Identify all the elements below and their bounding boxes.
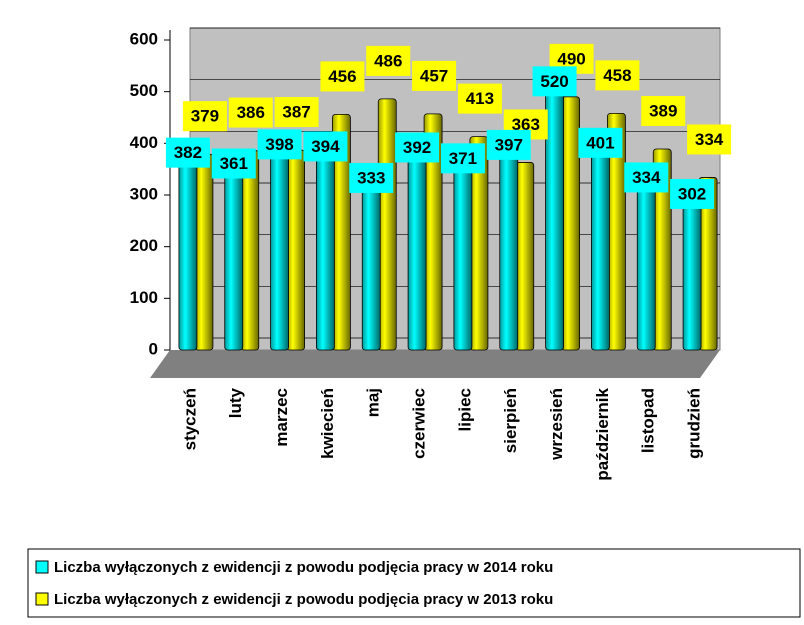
value-label-box	[595, 60, 640, 91]
value-label: 361	[220, 154, 248, 173]
x-tick-label: luty	[226, 387, 245, 418]
value-label: 457	[420, 66, 448, 85]
value-label: 394	[311, 137, 340, 156]
value-label: 486	[374, 51, 402, 70]
x-tick-label: wrzesień	[547, 388, 566, 461]
x-tick-label: październik	[593, 387, 612, 480]
bar	[545, 80, 564, 351]
value-label: 363	[512, 115, 540, 134]
x-tick-label: sierpień	[501, 388, 520, 453]
bar	[240, 150, 260, 351]
value-label-box	[532, 66, 577, 97]
x-tick-label: czerwiec	[410, 388, 429, 459]
bar	[499, 144, 519, 351]
bar	[224, 163, 244, 351]
value-label: 371	[449, 149, 477, 168]
value-label-box	[320, 61, 365, 92]
value-label-box	[457, 83, 502, 114]
value-label-box	[395, 132, 440, 163]
bar	[270, 143, 289, 351]
legend-label: Liczba wyłączonych z ewidencji z powodu …	[54, 591, 553, 608]
value-label-box	[687, 124, 732, 155]
legend-label: Liczba wyłączonych z ewidencji z powodu …	[54, 559, 553, 576]
value-label: 382	[174, 143, 202, 162]
y-tick-label: 600	[130, 29, 158, 48]
x-tick-label: styczeń	[180, 388, 199, 450]
value-label: 401	[586, 133, 614, 152]
value-label-box	[274, 97, 319, 128]
value-label-box	[412, 60, 457, 91]
bar	[194, 153, 214, 351]
value-label: 334	[632, 168, 661, 187]
x-tick-label: listopad	[639, 388, 658, 453]
bar	[561, 96, 580, 351]
x-tick-label: maj	[364, 388, 383, 417]
value-label-box	[624, 162, 669, 193]
value-label: 397	[495, 135, 523, 154]
value-label: 520	[540, 72, 568, 91]
value-label-box	[486, 129, 531, 160]
value-label: 398	[265, 135, 293, 154]
value-label-box	[182, 101, 227, 132]
value-label: 458	[603, 66, 631, 85]
x-tick-label: lipiec	[455, 388, 474, 431]
legend-swatch	[35, 560, 49, 574]
value-label: 490	[557, 49, 585, 68]
bar	[316, 146, 335, 351]
value-label-box	[228, 97, 273, 128]
y-tick-label: 200	[130, 236, 158, 255]
value-label: 389	[649, 102, 677, 121]
y-tick-label: 0	[149, 339, 158, 358]
value-label-box	[257, 129, 302, 160]
value-label: 386	[237, 103, 265, 122]
value-label: 334	[695, 130, 724, 149]
value-label: 379	[191, 107, 219, 126]
x-tick-label: kwiecień	[318, 388, 337, 459]
legend-swatch	[35, 592, 49, 606]
bar	[407, 147, 427, 351]
floor	[150, 350, 720, 378]
bar	[591, 142, 610, 351]
value-label-box	[440, 143, 485, 174]
bar	[286, 149, 305, 351]
value-label-box	[303, 131, 348, 162]
y-tick-label: 400	[130, 133, 158, 152]
value-label: 387	[282, 103, 310, 122]
y-tick-label: 100	[130, 288, 158, 307]
bar	[515, 162, 535, 351]
value-label: 413	[466, 89, 494, 108]
x-tick-label: grudzień	[685, 388, 704, 459]
bar	[361, 177, 381, 351]
value-label-box	[165, 137, 210, 168]
value-label-box	[578, 127, 623, 158]
bar	[682, 193, 702, 351]
value-label: 333	[357, 168, 385, 187]
bar	[178, 152, 198, 351]
value-label-box	[366, 45, 411, 76]
bar	[453, 157, 473, 351]
y-tick-label: 500	[130, 81, 158, 100]
bar	[636, 177, 656, 351]
value-label-box	[211, 148, 256, 179]
y-tick-label: 300	[130, 184, 158, 203]
value-label-box	[641, 96, 686, 127]
bar	[377, 98, 397, 351]
value-label-box	[349, 162, 394, 193]
value-label-box	[670, 178, 715, 209]
value-label: 302	[678, 184, 706, 203]
value-label: 392	[403, 138, 431, 157]
value-label: 456	[328, 67, 356, 86]
legend	[27, 548, 801, 618]
x-tick-label: marzec	[272, 388, 291, 447]
